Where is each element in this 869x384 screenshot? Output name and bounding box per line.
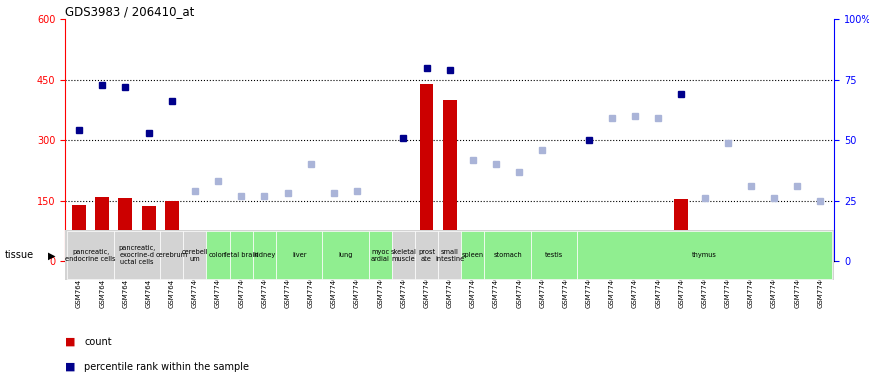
Bar — [605, 253, 619, 261]
Bar — [183, 232, 207, 279]
Bar — [165, 202, 179, 261]
Bar — [229, 232, 253, 279]
Bar — [392, 232, 415, 279]
Bar — [304, 253, 318, 261]
Bar — [674, 199, 688, 261]
Bar — [698, 253, 712, 261]
Bar — [142, 206, 156, 261]
Text: ▶: ▶ — [48, 250, 56, 260]
Bar — [438, 232, 461, 279]
Text: cerebrum: cerebrum — [156, 252, 188, 258]
Bar — [368, 232, 392, 279]
Bar — [114, 232, 160, 279]
Bar — [322, 232, 368, 279]
Bar — [350, 253, 364, 261]
Bar — [443, 100, 456, 261]
Bar — [790, 253, 804, 261]
Bar — [211, 249, 225, 261]
Bar — [651, 231, 665, 261]
Bar — [512, 251, 526, 261]
Text: skeletal
muscle: skeletal muscle — [390, 249, 416, 262]
Text: ■: ■ — [65, 362, 76, 372]
Bar — [374, 251, 388, 261]
Bar — [396, 253, 410, 261]
Bar — [744, 249, 758, 261]
Bar — [415, 232, 438, 279]
Bar — [253, 232, 276, 279]
Text: percentile rank within the sample: percentile rank within the sample — [84, 362, 249, 372]
Text: small
intestine: small intestine — [435, 249, 464, 262]
Bar — [577, 232, 832, 279]
Bar — [420, 84, 434, 261]
Bar — [276, 232, 322, 279]
Text: myoc
ardial: myoc ardial — [371, 249, 389, 262]
Bar — [281, 253, 295, 261]
Bar — [118, 198, 132, 261]
Text: lung: lung — [338, 252, 353, 258]
Text: ■: ■ — [65, 337, 76, 347]
Text: liver: liver — [292, 252, 307, 258]
Bar — [96, 197, 109, 261]
Text: pancreatic,
exocrine-d
uctal cells: pancreatic, exocrine-d uctal cells — [118, 245, 156, 265]
Text: spleen: spleen — [461, 252, 484, 258]
Text: tissue: tissue — [4, 250, 34, 260]
Text: testis: testis — [545, 252, 563, 258]
Bar — [188, 249, 202, 261]
Text: thymus: thymus — [692, 252, 717, 258]
Bar — [466, 253, 480, 261]
Text: cerebell
um: cerebell um — [182, 249, 209, 262]
Bar — [72, 205, 86, 261]
Text: pancreatic,
endocrine cells: pancreatic, endocrine cells — [65, 249, 116, 262]
Bar — [160, 232, 183, 279]
Bar — [207, 232, 229, 279]
Bar — [767, 253, 781, 261]
Bar — [484, 232, 531, 279]
Bar — [68, 232, 114, 279]
Text: GDS3983 / 206410_at: GDS3983 / 206410_at — [65, 5, 195, 18]
Bar — [257, 253, 271, 261]
Bar — [461, 232, 484, 279]
Bar — [813, 255, 827, 261]
Bar — [559, 253, 573, 261]
Text: stomach: stomach — [494, 252, 522, 258]
Bar — [581, 253, 595, 261]
Text: kidney: kidney — [253, 252, 275, 258]
Text: count: count — [84, 337, 112, 347]
Text: prost
ate: prost ate — [418, 249, 435, 262]
Bar — [720, 243, 734, 261]
Bar — [235, 253, 249, 261]
Bar — [628, 231, 642, 261]
Bar — [531, 232, 577, 279]
Bar — [489, 251, 503, 261]
Bar — [535, 251, 549, 261]
Bar — [327, 253, 341, 261]
Text: fetal brain: fetal brain — [224, 252, 258, 258]
Text: colon: colon — [209, 252, 227, 258]
